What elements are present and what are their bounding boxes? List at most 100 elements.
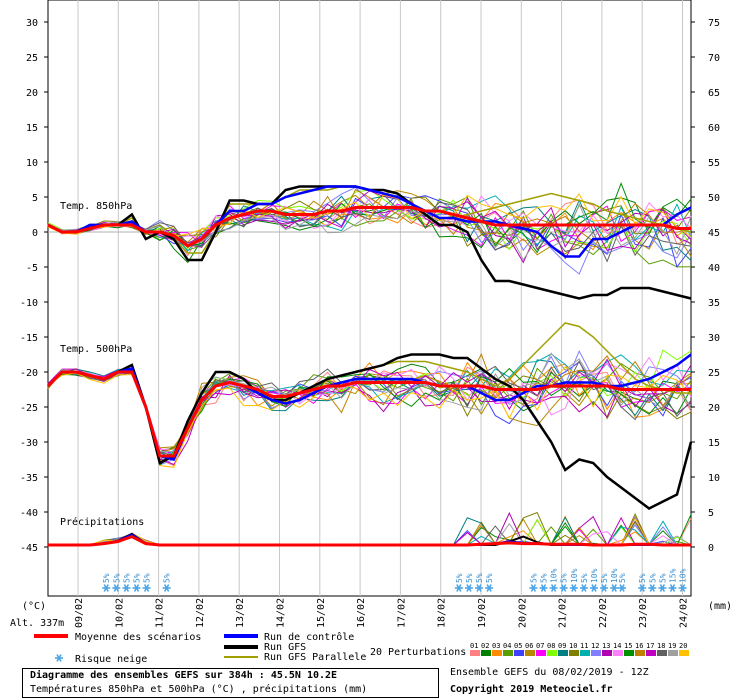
snowflake-icon: [589, 584, 598, 592]
right-tick-label: 60: [708, 123, 720, 134]
left-tick-label: 30: [26, 18, 38, 29]
right-tick-label: 70: [708, 53, 720, 64]
chart-title: Diagramme des ensembles GEFS sur 384h : …: [30, 670, 338, 681]
snowflake-icon: [132, 584, 141, 592]
snowflake-center: [457, 586, 461, 590]
perturbation-swatch: [492, 650, 502, 656]
chart-subtitle: Températures 850hPa et 500hPa (°C) , pré…: [30, 684, 368, 695]
right-tick-label: 35: [708, 298, 720, 309]
snow-risk-label: 5%: [560, 573, 569, 583]
snow-risk-label: 5%: [475, 573, 484, 583]
snow-risk-label: 15%: [669, 568, 678, 583]
perturbation-number: 04: [503, 642, 511, 650]
perturbation-number: 12: [591, 642, 599, 650]
perturbation-line: [47, 196, 692, 247]
legend-perturbations-label: 20 Perturbations: [370, 647, 466, 658]
main-series: [46, 185, 693, 547]
right-tick-label: 0: [708, 543, 714, 554]
date-tick-label: 16/02: [356, 598, 367, 628]
right-tick-label: 45: [708, 228, 720, 239]
snowflake-center: [145, 586, 149, 590]
left-tick-label: -30: [20, 438, 38, 449]
perturbation-number: 05: [514, 642, 522, 650]
date-tick-label: 19/02: [477, 598, 488, 628]
perturbation-swatch: [580, 650, 590, 656]
snowflake-icon: [549, 584, 558, 592]
snowflake-icon: [539, 584, 548, 592]
perturbation-number: 16: [635, 642, 643, 650]
right-tick-label: 5: [708, 508, 714, 519]
snowflake-center: [477, 586, 481, 590]
panel-label-850: Temp. 850hPa: [60, 201, 132, 212]
snow-risk-label: 10%: [590, 568, 599, 583]
snowflake-center: [612, 586, 616, 590]
perturbation-number: 01: [470, 642, 478, 650]
perturbation-number: 15: [624, 642, 632, 650]
snow-risk-label: 5%: [455, 573, 464, 583]
snowflake-center: [582, 586, 586, 590]
left-tick-label: -15: [20, 333, 38, 344]
date-tick-label: 23/02: [638, 598, 649, 628]
right-tick-label: 40: [708, 263, 720, 274]
left-tick-label: 5: [32, 193, 38, 204]
left-unit: (°C): [22, 601, 46, 612]
run-info: Ensemble GEFS du 08/02/2019 - 12Z: [450, 667, 649, 678]
copyright: Copyright 2019 Meteociel.fr: [450, 684, 613, 695]
snow-risk-label: 10%: [550, 568, 559, 583]
mean-precip-line: [48, 534, 691, 547]
perturbation-number: 09: [558, 642, 566, 650]
snowflake-icon: [600, 584, 609, 592]
left-tick-label: -20: [20, 368, 38, 379]
snow-risk-label: 5%: [638, 573, 647, 583]
legend-snowflake-icon: [55, 654, 63, 662]
right-tick-label: 55: [708, 158, 720, 169]
perturbation-number: 10: [569, 642, 577, 650]
perturbation-number: 02: [481, 642, 489, 650]
snow-risk-label: 5%: [465, 573, 474, 583]
date-tick-label: 12/02: [195, 598, 206, 628]
perturbation-swatch: [514, 650, 524, 656]
snowflake-icon: [485, 584, 494, 592]
date-tick-label: 22/02: [598, 598, 609, 628]
perturbation-line: [47, 186, 692, 275]
date-tick-label: 11/02: [155, 598, 166, 628]
right-tick-label: 20: [708, 403, 720, 414]
perturbation-swatch: [525, 650, 535, 656]
perturbation-line: [47, 196, 692, 268]
snowflake-center: [670, 586, 675, 590]
snowflake-center: [114, 586, 118, 590]
gfs-parallel-line: [47, 322, 691, 465]
perturbation-swatch: [602, 650, 612, 656]
perturbation-number: 13: [602, 642, 610, 650]
snowflake-icon: [638, 584, 647, 592]
date-tick-label: 10/02: [114, 598, 125, 628]
snow-risk-label: 5%: [485, 573, 494, 583]
snowflake-center: [531, 586, 535, 590]
perturbation-swatch: [558, 650, 568, 656]
right-tick-label: 30: [708, 333, 720, 344]
legend-control-label: Run de contrôle: [264, 631, 354, 643]
snow-risk-label: 5%: [133, 573, 142, 583]
snowflake-center: [134, 586, 139, 590]
chart-grid: [47, 0, 692, 597]
snowflake-icon: [475, 584, 484, 592]
left-tick-label: -25: [20, 403, 38, 414]
snow-risk-label: 10%: [679, 568, 688, 583]
snowflake-center: [640, 586, 644, 590]
left-tick-label: -10: [20, 298, 38, 309]
perturbation-swatch: [624, 650, 634, 656]
snow-risk-label: 5%: [102, 573, 111, 583]
perturbation-swatch: [668, 650, 678, 656]
snowflake-center: [124, 586, 129, 590]
snowflake-icon: [648, 584, 657, 592]
snow-risk-label: 5%: [600, 573, 609, 583]
snowflake-icon: [464, 584, 473, 592]
snowflake-icon: [678, 584, 687, 592]
perturbation-line: [47, 202, 692, 261]
snowflake-icon: [610, 584, 619, 592]
date-tick-label: 09/02: [74, 598, 85, 628]
legend-mean-label: Moyenne des scénarios: [75, 631, 201, 643]
ensemble-mean-line: [47, 206, 691, 248]
left-tick-label: -5: [26, 263, 38, 274]
